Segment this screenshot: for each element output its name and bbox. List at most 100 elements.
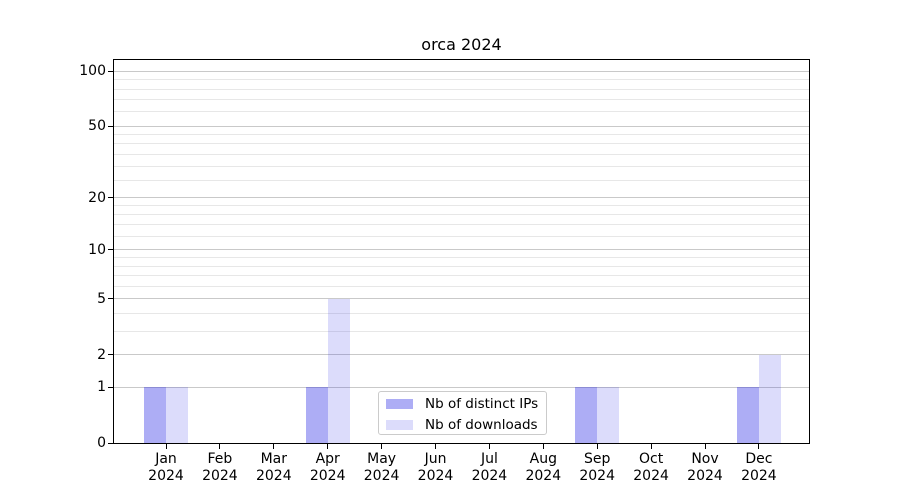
legend: Nb of distinct IPs Nb of downloads bbox=[378, 391, 547, 435]
y-tick-mark-100 bbox=[108, 70, 113, 72]
y-tick-label-10: 10 bbox=[88, 241, 106, 258]
minor-gridline-8 bbox=[114, 265, 809, 267]
x-tick-label-dec: Dec 2024 bbox=[727, 451, 791, 485]
x-tick-label-year: 2024 bbox=[687, 468, 723, 484]
legend-label-distinct-ips: Nb of distinct IPs bbox=[425, 395, 539, 412]
x-tick-mark-aug bbox=[542, 444, 544, 449]
x-tick-label-may: May 2024 bbox=[350, 451, 414, 485]
bar-nb-of-distinct-ips-jan bbox=[144, 387, 166, 443]
x-tick-label-year: 2024 bbox=[309, 468, 346, 484]
legend-swatch-distinct-ips bbox=[386, 398, 413, 409]
major-gridline-1 bbox=[114, 386, 809, 388]
x-tick-mark-jul bbox=[488, 444, 490, 449]
x-tick-label-month: Feb bbox=[207, 451, 233, 467]
major-gridline-50 bbox=[114, 125, 809, 127]
x-tick-label-year: 2024 bbox=[417, 468, 454, 484]
legend-swatch-downloads bbox=[386, 419, 413, 430]
minor-gridline-45 bbox=[114, 134, 809, 136]
x-tick-label-mar: Mar 2024 bbox=[242, 451, 306, 485]
x-tick-label-month: Aug bbox=[529, 451, 557, 467]
x-tick-label-month: Dec bbox=[745, 451, 773, 467]
minor-gridline-40 bbox=[114, 143, 809, 145]
x-tick-mark-may bbox=[381, 444, 383, 449]
major-gridline-100 bbox=[114, 70, 809, 72]
x-tick-label-nov: Nov 2024 bbox=[673, 451, 737, 485]
bar-nb-of-distinct-ips-apr bbox=[305, 387, 328, 443]
x-tick-mark-sep bbox=[596, 444, 598, 449]
x-tick-label-year: 2024 bbox=[741, 468, 777, 484]
x-tick-label-aug: Aug 2024 bbox=[511, 451, 575, 485]
x-tick-label-year: 2024 bbox=[525, 468, 562, 484]
minor-gridline-25 bbox=[114, 180, 809, 181]
minor-gridline-18 bbox=[114, 205, 809, 207]
minor-gridline-14 bbox=[114, 224, 809, 226]
x-tick-label-month: Apr bbox=[315, 451, 340, 467]
bar-nb-of-distinct-ips-dec bbox=[736, 387, 759, 443]
y-tick-mark-50 bbox=[108, 125, 113, 127]
major-gridline-10 bbox=[114, 249, 809, 251]
x-tick-label-year: 2024 bbox=[579, 468, 615, 484]
bar-nb-of-downloads-dec bbox=[758, 354, 781, 443]
major-gridline-2 bbox=[114, 354, 809, 355]
plot-area bbox=[113, 59, 810, 444]
minor-gridline-80 bbox=[114, 88, 809, 90]
major-gridline-20 bbox=[114, 197, 809, 199]
chart-title: orca 2024 bbox=[421, 35, 502, 54]
y-tick-mark-5 bbox=[108, 298, 113, 300]
x-tick-label-sep: Sep 2024 bbox=[565, 451, 629, 485]
legend-entry-distinct-ips: Nb of distinct IPs bbox=[379, 393, 546, 414]
x-tick-label-year: 2024 bbox=[633, 468, 669, 484]
y-tick-label-20: 20 bbox=[88, 189, 106, 206]
minor-gridline-4 bbox=[114, 312, 809, 314]
y-tick-label-50: 50 bbox=[88, 118, 106, 135]
x-tick-label-month: Nov bbox=[691, 451, 719, 467]
x-tick-mark-apr bbox=[327, 444, 329, 449]
x-tick-label-year: 2024 bbox=[363, 468, 400, 484]
x-tick-label-month: Jun bbox=[424, 451, 447, 467]
y-tick-label-100: 100 bbox=[79, 63, 106, 80]
legend-label-downloads: Nb of downloads bbox=[425, 416, 538, 433]
x-tick-label-year: 2024 bbox=[148, 468, 184, 484]
x-tick-label-apr: Apr 2024 bbox=[296, 451, 360, 485]
x-tick-label-jan: Jan 2024 bbox=[134, 451, 198, 485]
minor-gridline-30 bbox=[114, 165, 809, 167]
x-tick-mark-oct bbox=[650, 444, 652, 449]
x-tick-label-month: Oct bbox=[638, 451, 664, 467]
bar-nb-of-distinct-ips-sep bbox=[575, 387, 598, 443]
minor-gridline-16 bbox=[114, 214, 809, 216]
minor-gridline-7 bbox=[114, 275, 809, 276]
major-gridline-5 bbox=[114, 298, 809, 300]
bar-nb-of-downloads-sep bbox=[597, 387, 620, 443]
bar-nb-of-downloads-jan bbox=[166, 387, 188, 443]
x-tick-label-month: Jan bbox=[155, 451, 177, 467]
x-tick-mark-jan bbox=[165, 444, 167, 449]
x-tick-label-jun: Jun 2024 bbox=[404, 451, 468, 485]
minor-gridline-6 bbox=[114, 285, 809, 287]
minor-gridline-90 bbox=[114, 79, 809, 81]
minor-gridline-12 bbox=[114, 235, 809, 237]
minor-gridline-35 bbox=[114, 153, 809, 155]
x-tick-label-month: Mar bbox=[260, 451, 287, 467]
x-tick-mark-dec bbox=[758, 444, 760, 449]
x-tick-label-month: Sep bbox=[583, 451, 611, 467]
minor-gridline-3 bbox=[114, 330, 809, 332]
y-tick-mark-2 bbox=[108, 354, 113, 355]
legend-entry-downloads: Nb of downloads bbox=[379, 414, 546, 435]
y-tick-label-5: 5 bbox=[97, 290, 106, 307]
y-tick-mark-1 bbox=[108, 386, 113, 388]
x-tick-label-jul: Jul 2024 bbox=[457, 451, 521, 485]
minor-gridline-70 bbox=[114, 99, 809, 101]
y-tick-mark-20 bbox=[108, 197, 113, 199]
plot-content bbox=[114, 60, 809, 443]
x-tick-label-year: 2024 bbox=[255, 468, 292, 484]
x-tick-mark-feb bbox=[219, 444, 221, 449]
x-tick-mark-mar bbox=[273, 444, 275, 449]
x-tick-mark-nov bbox=[704, 444, 706, 449]
x-tick-label-oct: Oct 2024 bbox=[619, 451, 683, 485]
y-tick-label-0: 0 bbox=[97, 435, 106, 451]
minor-gridline-9 bbox=[114, 257, 809, 258]
y-tick-mark-10 bbox=[108, 249, 113, 251]
x-tick-label-year: 2024 bbox=[202, 468, 238, 484]
y-tick-label-1: 1 bbox=[97, 379, 106, 396]
